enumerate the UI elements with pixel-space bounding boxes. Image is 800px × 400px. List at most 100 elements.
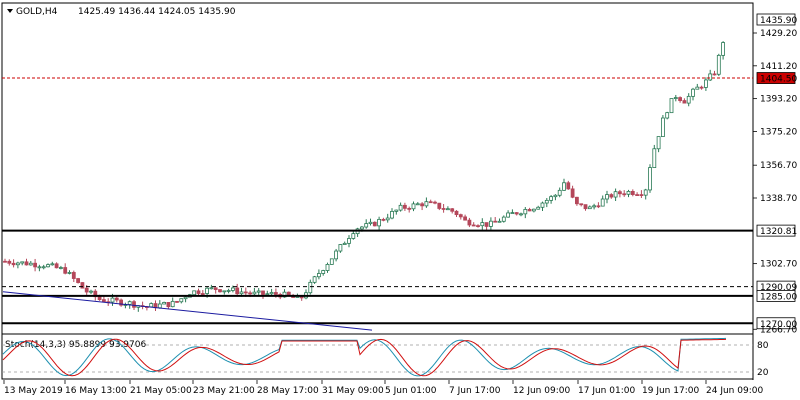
candle-body xyxy=(661,117,665,137)
candle-body xyxy=(265,293,270,296)
price-tick-label: 1429.20 xyxy=(760,29,797,39)
candle-body xyxy=(536,206,541,210)
candle-body xyxy=(239,291,244,295)
price-tick-label: 1375.20 xyxy=(760,127,797,137)
candle-body xyxy=(441,208,446,210)
chart-menu-dropdown-icon[interactable] xyxy=(7,9,13,13)
time-tick-label: 16 May 13:00 xyxy=(65,386,127,396)
candle-body xyxy=(226,290,231,292)
descending-trendline[interactable] xyxy=(2,291,373,331)
symbol-timeframe: GOLD,H4 xyxy=(16,7,58,17)
candle-body xyxy=(368,221,373,224)
candle-body xyxy=(506,212,511,218)
candle-body xyxy=(24,261,29,266)
candle-body xyxy=(89,290,93,293)
candle-body xyxy=(71,272,76,279)
price-tick-label: 1266.70 xyxy=(760,325,797,335)
candle-body xyxy=(402,204,407,209)
candle-body xyxy=(76,278,80,283)
candle-body xyxy=(166,302,171,308)
candle-body xyxy=(28,262,33,266)
candle-body xyxy=(433,201,437,204)
candle-body xyxy=(351,233,356,239)
candle-body xyxy=(119,299,123,306)
candle-body xyxy=(587,206,592,210)
price-tick-label: 1302.70 xyxy=(760,260,797,270)
candle-body xyxy=(570,188,575,198)
candle-body xyxy=(424,201,429,207)
candle-body xyxy=(445,208,450,211)
candle-body xyxy=(235,287,240,295)
candle-body xyxy=(428,201,433,204)
candle-body xyxy=(37,266,42,269)
candle-body xyxy=(656,136,661,150)
candle-body xyxy=(222,290,227,293)
candle-body xyxy=(316,273,321,278)
candle-body xyxy=(46,264,50,268)
candle-body xyxy=(523,209,528,215)
candle-body xyxy=(665,112,670,119)
price-level-label: 1320.81 xyxy=(760,227,797,237)
candle-body xyxy=(170,300,175,308)
candle-body xyxy=(261,290,265,295)
stoch-level-80-label: 80 xyxy=(757,341,769,351)
candle-body xyxy=(248,292,253,295)
price-tick-label: 1356.70 xyxy=(760,161,797,171)
candle-body xyxy=(566,182,571,190)
candle-body xyxy=(59,267,63,269)
candle-body xyxy=(157,303,162,309)
candle-body xyxy=(553,194,558,198)
candle-body xyxy=(643,189,648,196)
candle-body xyxy=(712,73,717,76)
candle-body xyxy=(252,291,257,295)
candle-body xyxy=(179,298,184,303)
candle-body xyxy=(110,297,115,303)
time-tick-label: 12 Jun 09:00 xyxy=(513,386,570,396)
candle-body xyxy=(437,202,442,209)
candle-body xyxy=(377,218,382,227)
candle-body xyxy=(97,296,102,301)
candle-body xyxy=(669,98,674,114)
time-tick-label: 23 May 21:00 xyxy=(193,386,255,396)
candle-body xyxy=(308,281,313,294)
candle-body xyxy=(673,97,678,99)
candle-body xyxy=(192,290,197,296)
candle-body xyxy=(618,191,622,195)
ohlc-readout: 1425.49 1436.44 1424.05 1435.90 xyxy=(78,7,236,17)
candle-body xyxy=(54,263,59,269)
current-price-tag: 1435.90 xyxy=(756,13,797,26)
candle-body xyxy=(334,250,339,260)
candle-body xyxy=(721,42,725,56)
candle-body xyxy=(514,212,519,215)
candle-body xyxy=(579,203,584,206)
candle-body xyxy=(256,290,261,293)
candle-body xyxy=(329,258,334,265)
candle-body xyxy=(613,191,618,198)
candle-body xyxy=(557,189,562,196)
candle-body xyxy=(218,289,222,293)
candle-body xyxy=(312,276,317,283)
candle-body xyxy=(84,287,89,293)
candle-body xyxy=(325,264,330,271)
candle-body xyxy=(132,301,136,308)
candle-body xyxy=(200,293,205,295)
price-level-tag xyxy=(756,224,796,237)
candle-body xyxy=(342,242,347,245)
candle-body xyxy=(390,211,394,219)
candle-body xyxy=(50,263,55,266)
time-tick-label: 19 Jun 17:00 xyxy=(642,386,699,396)
candle-body xyxy=(549,196,553,201)
candle-body xyxy=(704,79,708,88)
candle-body xyxy=(575,196,579,205)
candle-body xyxy=(540,202,545,208)
candle-body xyxy=(691,88,695,97)
price-level-label: 1290.09 xyxy=(760,283,797,293)
candle-body xyxy=(381,218,386,221)
candle-body xyxy=(321,270,326,274)
candle-body xyxy=(205,287,210,294)
current-price-label: 1435.90 xyxy=(760,16,797,26)
stoch-main-line xyxy=(2,337,727,377)
candle-body xyxy=(592,205,596,208)
